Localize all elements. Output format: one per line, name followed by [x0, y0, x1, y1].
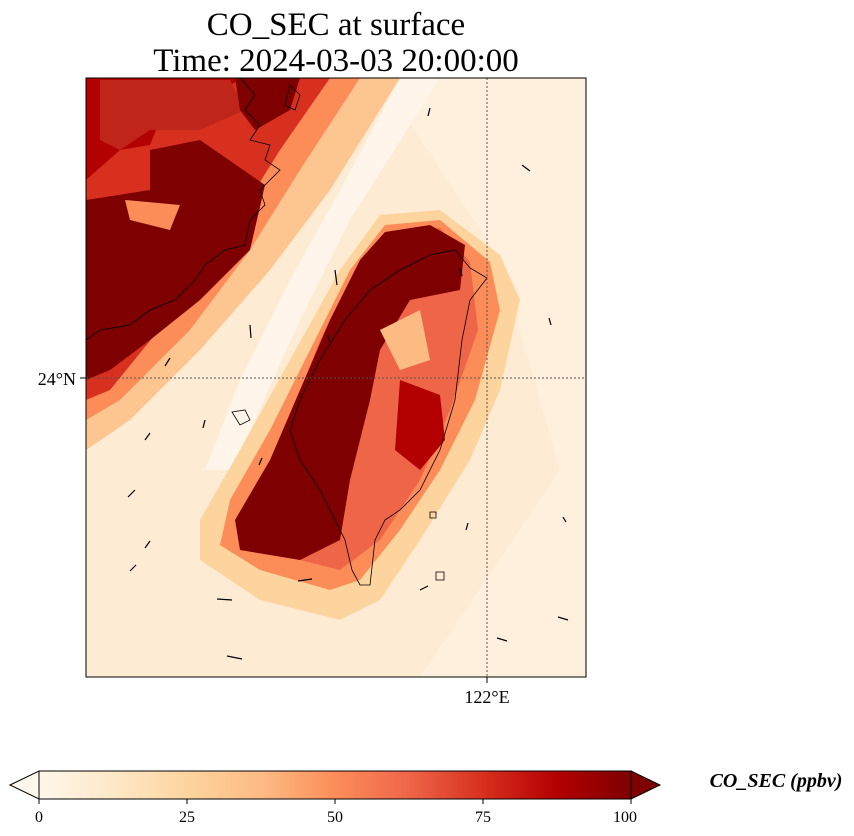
green-island-coastline: [429, 511, 437, 519]
wind-arrow: [144, 540, 151, 549]
wind-arrow: [327, 334, 330, 342]
colorbar-label: CO_SEC (ppbv): [710, 770, 843, 792]
mainland-coastline: [86, 78, 281, 341]
wind-arrow: [465, 522, 469, 531]
plot-title-time: Time: 2024-03-03 20:00:00: [153, 43, 519, 79]
wind-arrow: [127, 489, 136, 498]
colorbar-tick-label: 0: [35, 809, 43, 826]
wind-arrow: [459, 267, 463, 277]
colorbar: 0 25 50 75 100 CO_SEC (ppbv): [8, 770, 843, 826]
wind-arrow: [202, 419, 206, 429]
wind-arrow: [129, 564, 137, 572]
penghu-coastline: [231, 409, 251, 426]
coastlines: [86, 78, 488, 586]
wind-arrow: [419, 585, 429, 591]
gridlines: [86, 78, 586, 677]
wind-arrow: [144, 432, 151, 441]
taiwan-coastline: [289, 249, 488, 586]
wind-arrow: [249, 324, 252, 339]
wind-arrow: [427, 107, 431, 117]
colorbar-tick-label: 50: [327, 809, 343, 826]
colorbar-tick-label: 25: [179, 809, 195, 826]
island-coastline: [284, 84, 301, 111]
plot-title-variable: CO_SEC at surface: [206, 7, 466, 43]
wind-arrow: [164, 357, 171, 367]
wind-arrow: [521, 164, 531, 172]
wind-arrow: [216, 598, 233, 601]
colorbar-tick-label: 100: [613, 809, 637, 826]
orchid-island-coastline: [435, 571, 445, 581]
wind-arrow: [548, 317, 552, 326]
wind-vectors: [127, 107, 569, 660]
colorbar-max-extend: [630, 770, 662, 800]
wind-arrow: [226, 655, 243, 660]
wind-arrow: [258, 457, 263, 466]
colorbar-gradient: [38, 770, 632, 800]
colorbar-min-extend: [8, 770, 40, 800]
wind-arrow: [496, 637, 508, 642]
wind-arrow: [562, 516, 567, 523]
colorbar-tick-label: 75: [475, 809, 491, 826]
lon-tick-label: 122°E: [464, 687, 509, 707]
wind-arrow: [334, 269, 338, 286]
lat-tick-label: 24°N: [38, 369, 76, 389]
wind-arrow: [557, 616, 569, 621]
wind-arrow: [297, 578, 313, 582]
